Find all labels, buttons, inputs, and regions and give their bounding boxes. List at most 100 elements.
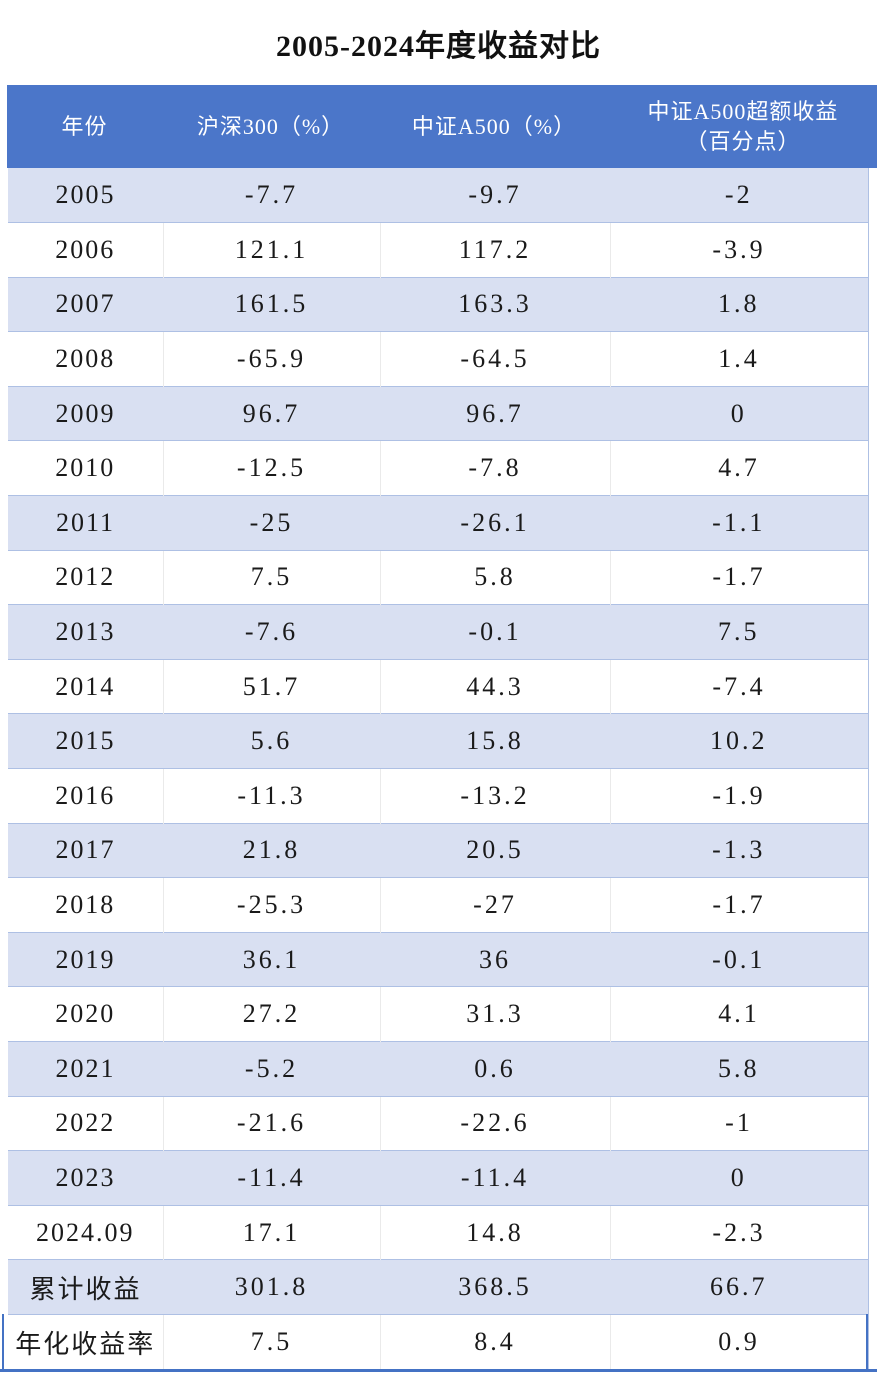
excess-value-cell: 66.7 [610,1259,869,1315]
table-body: 2005 -7.7 -9.7 -2 2006 121.1 117.2 -3.9 2007 161.… [8,168,869,1370]
column-header-excess-line2: （百分点） [685,128,801,154]
a500-value-cell: -64.5 [379,331,610,387]
hs300-value-cell: 51.7 [162,658,380,714]
row-label-cell: 2016 [8,768,163,824]
a500-value-cell: 20.5 [380,822,610,878]
a500-value-cell: 96.7 [380,385,610,441]
excess-value-cell: 4.1 [609,986,869,1042]
hs300-value-cell: -25 [163,495,380,551]
row-label-cell: 2021 [8,1041,163,1097]
a500-value-cell: 0.6 [380,1041,610,1097]
column-header-excess-line1: 中证A500超额收益 [647,98,839,124]
excess-value-cell: -2 [610,168,869,223]
table-row: 2007 161.5 163.3 1.8 [8,276,869,332]
column-header-hs300-label: 沪深300（%） [196,113,345,139]
row-label-cell: 2019 [8,931,163,987]
excess-value-cell: -2.3 [609,1204,869,1260]
table-row: 2005 -7.7 -9.7 -2 [8,168,869,223]
excess-value-cell: -1.7 [609,549,869,605]
hs300-value-cell: 36.1 [163,931,380,987]
hs300-value-cell: 301.8 [163,1259,380,1315]
column-header-hs300: 沪深300（%） [162,85,379,168]
row-label-cell: 年化收益率 [8,1313,163,1370]
excess-value-cell: 1.8 [610,276,869,332]
row-label-cell: 2020 [8,986,163,1042]
hs300-value-cell: -7.6 [163,604,380,660]
table-row: 年化收益率 7.5 8.4 0.9 [8,1313,869,1370]
a500-value-cell: 5.8 [379,549,610,605]
excess-value-cell: 1.4 [609,331,869,387]
hs300-value-cell: 21.8 [163,822,380,878]
table-frame-left-edge [2,1314,4,1370]
hs300-value-cell: -21.6 [162,1095,380,1151]
row-label-cell: 2024.09 [8,1204,163,1260]
a500-value-cell: -27 [379,877,610,933]
excess-value-cell: 5.8 [610,1041,869,1097]
column-header-year-label: 年份 [61,113,108,139]
row-label-cell: 2017 [8,822,163,878]
a500-value-cell: -7.8 [379,440,610,496]
table-row: 2015 5.6 15.8 10.2 [8,713,869,769]
excess-value-cell: -1.9 [609,768,869,824]
hs300-value-cell: 96.7 [163,385,380,441]
table-frame-right-edge [866,1314,868,1370]
table-row: 2024.09 17.1 14.8 -2.3 [8,1204,869,1260]
hs300-value-cell: 121.1 [162,222,380,278]
column-header-excess: 中证A500超额收益 （百分点） [609,85,877,168]
table-row: 2021 -5.2 0.6 5.8 [8,1041,869,1097]
excess-value-cell: -1.3 [610,822,869,878]
column-header-a500-label: 中证A500（%） [411,113,577,139]
a500-value-cell: -11.4 [380,1150,610,1206]
excess-value-cell: -1 [609,1095,869,1151]
row-label-cell: 2005 [55,180,116,210]
a500-value-cell: -9.7 [468,180,522,210]
row-label-cell: 2013 [8,604,163,660]
row-label-cell: 2006 [8,222,163,278]
page-title: 2005-2024年度收益对比 [276,29,601,63]
excess-value-cell: -7.4 [609,658,869,714]
row-label-cell: 2011 [8,495,163,551]
hs300-value-cell: -11.3 [162,768,380,824]
a500-value-cell: 117.2 [379,222,610,278]
row-label-cell: 2008 [8,331,163,387]
hs300-value-cell: -7.7 [244,180,299,210]
excess-value-cell: 4.7 [609,440,869,496]
a500-value-cell: 44.3 [379,658,610,714]
hs300-value-cell: 5.6 [163,713,380,769]
excess-value-cell: 0 [610,1150,869,1206]
table-row: 2019 36.1 36 -0.1 [8,931,869,987]
row-label-cell: 2015 [8,713,163,769]
row-label-cell: 累计收益 [8,1259,163,1315]
row-label-cell: 2007 [8,276,163,332]
table-row: 2016 -11.3 -13.2 -1.9 [8,768,869,824]
a500-value-cell: 36 [380,931,610,987]
table-row: 2010 -12.5 -7.8 4.7 [8,440,869,496]
hs300-value-cell: -65.9 [162,331,380,387]
row-label-cell: 2010 [8,440,163,496]
a500-value-cell: 8.4 [379,1313,610,1370]
row-label-cell: 2009 [8,385,163,441]
table-row: 2017 21.8 20.5 -1.3 [8,822,869,878]
table-bottom-border [0,1369,877,1372]
hs300-value-cell: 7.5 [162,1313,380,1370]
column-header-year: 年份 [7,85,162,168]
column-header-a500: 中证A500（%） [379,85,609,168]
table-row: 2006 121.1 117.2 -3.9 [8,222,869,278]
returns-table: 2005 -7.7 -9.7 -2 2006 121.1 117.2 -3.9 2007 161.… [8,168,869,1370]
a500-value-cell: 163.3 [380,276,610,332]
table-row: 2022 -21.6 -22.6 -1 [8,1095,869,1151]
excess-value-cell: 0.9 [609,1313,869,1370]
hs300-value-cell: 7.5 [162,549,380,605]
a500-value-cell: 15.8 [380,713,610,769]
table-row: 累计收益 301.8 368.5 66.7 [8,1259,869,1315]
hs300-value-cell: -5.2 [163,1041,380,1097]
table-row: 2023 -11.4 -11.4 0 [8,1150,869,1206]
table-row: 2012 7.5 5.8 -1.7 [8,549,869,605]
row-label-cell: 2014 [8,658,163,714]
a500-value-cell: 31.3 [379,986,610,1042]
excess-value-cell: -1.1 [610,495,869,551]
row-label-cell: 2023 [8,1150,163,1206]
excess-value-cell: 0 [610,385,869,441]
excess-value-cell: 7.5 [610,604,869,660]
hs300-value-cell: -25.3 [162,877,380,933]
